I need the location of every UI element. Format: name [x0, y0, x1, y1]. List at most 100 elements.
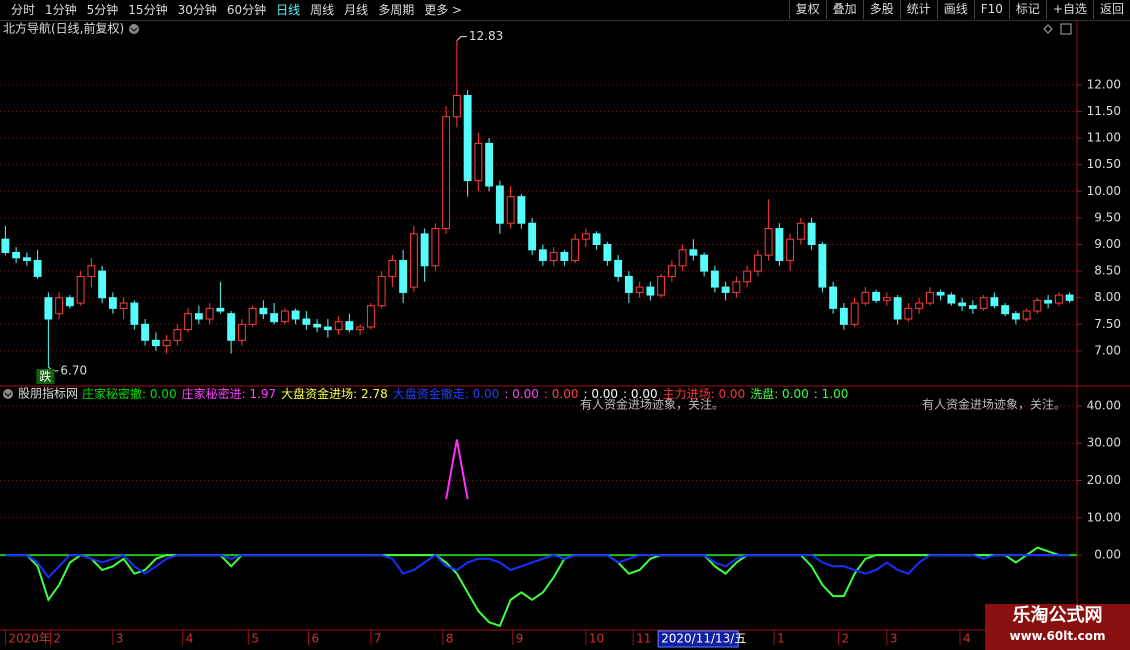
candle-body — [925, 291, 934, 304]
candle-body — [280, 310, 289, 323]
candle-body — [829, 286, 838, 309]
legend-item: : 0.00 — [504, 387, 539, 401]
indicator-menu-icon[interactable] — [3, 389, 13, 399]
x-tick-label: 1 — [777, 632, 785, 646]
candle-body — [119, 302, 128, 309]
candle-body — [635, 286, 644, 293]
x-tick-label: 4 — [963, 632, 971, 646]
candle-body — [377, 275, 386, 307]
y-tick-label: 8.50 — [1094, 264, 1121, 278]
candle-body — [205, 307, 214, 320]
candle-body — [130, 302, 139, 325]
candle-body — [1001, 305, 1010, 315]
period-tab[interactable]: 更多 > — [424, 3, 463, 17]
candle-body — [710, 270, 719, 288]
candle-body — [958, 302, 967, 307]
legend-item: : 1.00 — [814, 387, 849, 401]
signal-label: 跌 — [39, 369, 51, 384]
tool-button[interactable]: 叠加 — [825, 0, 863, 19]
x-tick-label: 8 — [446, 632, 454, 646]
candle-body — [721, 286, 730, 293]
candle-body — [270, 313, 279, 323]
legend-item: 洗盘: 0.00 — [750, 386, 809, 401]
tool-buttons: 复权 叠加 多股 统计 画线 F10 标记 +自选 返回 — [788, 0, 1130, 19]
candle-body — [87, 265, 96, 277]
diamond-icon[interactable] — [1043, 24, 1053, 34]
panel-icon[interactable] — [1060, 23, 1072, 35]
tool-button[interactable]: F10 — [973, 0, 1009, 19]
period-tab[interactable]: 30分钟 — [177, 3, 217, 17]
stock-title: 北方导航(日线,前复权) — [3, 21, 124, 36]
candle-body — [313, 323, 322, 328]
legend-item: : 0.00 — [544, 387, 579, 401]
period-tab[interactable]: 1分钟 — [45, 3, 77, 17]
candle-body — [571, 238, 580, 261]
y-tick-label: 40.00 — [1087, 398, 1121, 412]
candle-body — [248, 307, 257, 325]
period-tab[interactable]: 月线 — [344, 3, 369, 17]
candle-body — [227, 313, 236, 341]
candle-body — [603, 243, 612, 261]
candle-body — [893, 297, 902, 320]
candle-body — [990, 297, 999, 307]
y-tick-label: 7.00 — [1094, 343, 1121, 357]
period-tab[interactable]: 60分钟 — [226, 3, 267, 17]
candle-body — [184, 313, 193, 331]
period-tab[interactable]: 日线 — [276, 3, 301, 17]
x-tick-label: 5 — [251, 632, 259, 646]
candle-body — [807, 222, 816, 245]
candle-body — [667, 265, 676, 277]
candle-body — [517, 196, 526, 224]
high-marker — [456, 36, 467, 42]
candle-body — [657, 275, 666, 296]
title-menu-arrow — [130, 27, 138, 32]
period-tab[interactable]: 多周期 — [378, 3, 415, 17]
candle-body — [76, 275, 85, 304]
legend-item: 庄家秘密撤: 0.00 — [82, 386, 177, 401]
title-menu-icon[interactable] — [129, 24, 139, 34]
candle-body — [528, 222, 537, 251]
tool-button[interactable]: +自选 — [1045, 0, 1093, 19]
candle-body — [474, 142, 483, 182]
candle-body — [947, 294, 956, 304]
candle-body — [291, 310, 300, 320]
x-tick-label: 10 — [589, 632, 604, 646]
x-tick-label: 9 — [516, 632, 524, 646]
candle-body — [442, 116, 451, 230]
tool-button[interactable]: 标记 — [1008, 0, 1046, 19]
x-tick-label: 3 — [890, 632, 898, 646]
legend-item: : 0.00 — [623, 387, 658, 401]
tool-button[interactable]: 复权 — [788, 0, 826, 19]
candle-body — [1054, 294, 1063, 304]
candle-body — [420, 233, 429, 267]
candle-body — [796, 222, 805, 240]
candle-body — [141, 323, 150, 341]
candle-body — [366, 305, 375, 328]
period-tab[interactable]: 15分钟 — [128, 3, 168, 17]
candle-body — [356, 326, 365, 331]
y-tick-label: 10.00 — [1087, 184, 1121, 198]
period-tab[interactable]: 周线 — [310, 3, 335, 17]
x-tick-label: 2020年 — [8, 632, 51, 646]
watermark-url: www.60lt.com — [1009, 629, 1106, 643]
candle-body — [345, 321, 354, 331]
candle-body — [764, 228, 773, 256]
candle-body — [689, 249, 698, 256]
tool-button[interactable]: 返回 — [1092, 0, 1130, 19]
x-tick-label: 3 — [116, 632, 124, 646]
tool-button[interactable]: 统计 — [899, 0, 937, 19]
candle-body — [592, 233, 601, 245]
candle-body — [549, 251, 558, 261]
y-tick-label: 11.00 — [1087, 131, 1121, 145]
signal-box — [36, 369, 55, 384]
candle-body — [882, 297, 891, 301]
period-tab[interactable]: 5分钟 — [86, 3, 119, 17]
candle-body — [818, 243, 827, 288]
x-tick-label: 6 — [312, 632, 320, 646]
candle-body — [108, 297, 117, 309]
period-tab[interactable]: 分时 — [11, 3, 36, 17]
tool-button[interactable]: 画线 — [936, 0, 974, 19]
tool-button[interactable]: 多股 — [862, 0, 900, 19]
